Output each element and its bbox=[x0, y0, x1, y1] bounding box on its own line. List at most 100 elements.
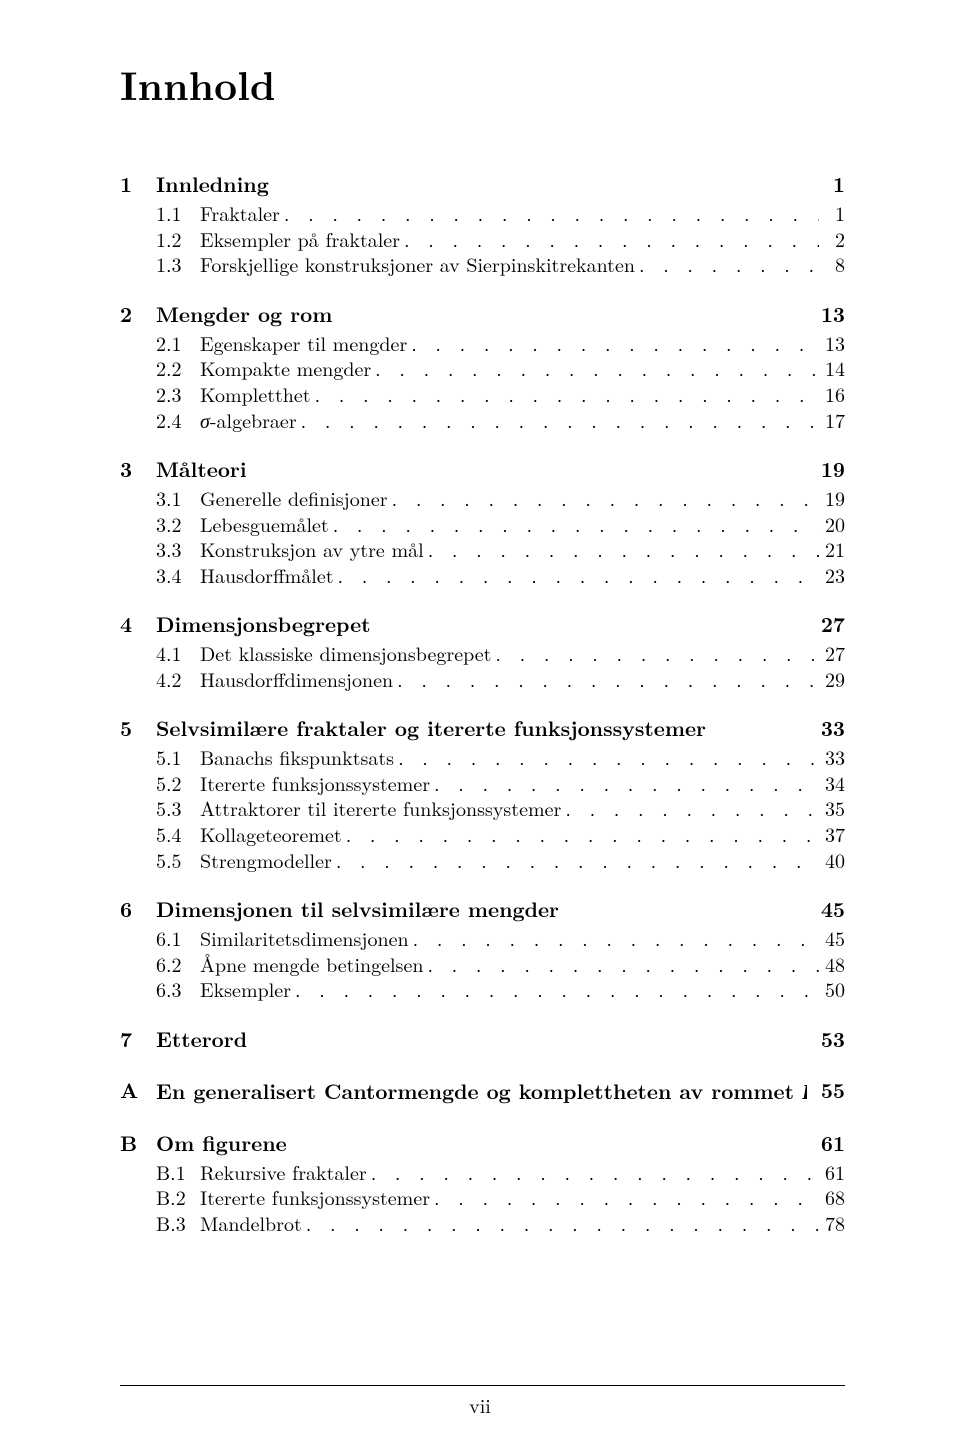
chapter-page: 61 bbox=[807, 1130, 845, 1157]
toc-section: B.2Itererte funksjonssystemer . . . . . … bbox=[120, 1184, 845, 1210]
section-page: 68 bbox=[819, 1184, 845, 1210]
section-number: B.1 bbox=[156, 1159, 200, 1185]
toc-section: 1.3Forskjellige konstruksjoner av Sierpi… bbox=[120, 251, 845, 277]
chapter-title: Mengder og rom bbox=[156, 301, 807, 328]
section-title: Eksempler bbox=[200, 976, 291, 1002]
toc-chapter: 2Mengder og rom13 bbox=[120, 301, 845, 328]
section-number: 5.1 bbox=[156, 744, 200, 770]
section-page: 17 bbox=[819, 407, 845, 433]
section-title: Lebesguemålet bbox=[200, 511, 329, 537]
toc-chapter: 6Dimensjonen til selvsimilære mengder45 bbox=[120, 896, 845, 923]
section-title: Strengmodeller bbox=[200, 847, 332, 873]
toc-section: 5.2Itererte funksjonssystemer . . . . . … bbox=[120, 770, 845, 796]
section-page: 20 bbox=[819, 511, 845, 537]
chapter-page: 45 bbox=[807, 896, 845, 923]
toc-chapter: 3Målteori19 bbox=[120, 456, 845, 483]
section-page: 8 bbox=[819, 251, 845, 277]
toc-section: B.1Rekursive fraktaler . . . . . . . . .… bbox=[120, 1159, 845, 1185]
section-title: Generelle definisjoner bbox=[200, 485, 388, 511]
toc-section: 3.2Lebesguemålet . . . . . . . . . . . .… bbox=[120, 511, 845, 537]
section-number: 2.2 bbox=[156, 355, 200, 381]
section-number: 5.2 bbox=[156, 770, 200, 796]
section-number: 2.4 bbox=[156, 407, 200, 433]
dot-leader: . . . . . . . . . . . . . . . . . . . . … bbox=[430, 1184, 819, 1210]
chapter-title: Etterord bbox=[156, 1026, 807, 1053]
toc-section: 1.2Eksempler på fraktaler . . . . . . . … bbox=[120, 226, 845, 252]
toc-section: 4.2Hausdorffdimensjonen . . . . . . . . … bbox=[120, 666, 845, 692]
dot-leader: . . . . . . . . . . . . . . . . . . . . … bbox=[561, 795, 819, 821]
section-title: Det klassiske dimensjonsbegrepet bbox=[200, 640, 491, 666]
toc-section: 5.5Strengmodeller . . . . . . . . . . . … bbox=[120, 847, 845, 873]
section-title: Eksempler på fraktaler bbox=[200, 226, 400, 252]
section-title: Rekursive fraktaler bbox=[200, 1159, 367, 1185]
section-title: σ-algebraer bbox=[200, 407, 297, 433]
section-page: 45 bbox=[819, 925, 845, 951]
chapter-page: 1 bbox=[807, 171, 845, 198]
section-number: 5.3 bbox=[156, 795, 200, 821]
dot-leader: . . . . . . . . . . . . . . . . . . . . … bbox=[332, 847, 819, 873]
section-number: 6.2 bbox=[156, 951, 200, 977]
chapter-title: Selvsimilære fraktaler og itererte funks… bbox=[156, 715, 807, 742]
section-title: Forskjellige konstruksjoner av Sierpinsk… bbox=[200, 251, 635, 277]
section-page: 29 bbox=[819, 666, 845, 692]
section-page: 78 bbox=[819, 1210, 845, 1236]
section-page: 19 bbox=[819, 485, 845, 511]
section-page: 21 bbox=[819, 536, 845, 562]
section-title: Egenskaper til mengder bbox=[200, 330, 407, 356]
section-number: 1.3 bbox=[156, 251, 200, 277]
toc-page: Innhold 1Innledning11.1Fraktaler . . . .… bbox=[0, 0, 960, 1456]
section-number: 2.1 bbox=[156, 330, 200, 356]
toc-section: 4.1Det klassiske dimensjonsbegrepet . . … bbox=[120, 640, 845, 666]
page-number: vii bbox=[0, 1392, 960, 1418]
section-title: Itererte funksjonssystemer bbox=[200, 1184, 430, 1210]
section-number: 3.4 bbox=[156, 562, 200, 588]
section-title: Kompakte mengder bbox=[200, 355, 371, 381]
chapter-page: 19 bbox=[807, 456, 845, 483]
dot-leader: . . . . . . . . . . . . . . . . . . . . … bbox=[280, 200, 819, 226]
section-number: 4.2 bbox=[156, 666, 200, 692]
chapter-number: 2 bbox=[120, 301, 156, 328]
chapter-title: Målteori bbox=[156, 456, 807, 483]
dot-leader: . . . . . . . . . . . . . . . . . . . . … bbox=[409, 925, 819, 951]
section-title: Konstruksjon av ytre mål bbox=[200, 536, 424, 562]
chapter-title: Dimensjonen til selvsimilære mengder bbox=[156, 896, 807, 923]
chapter-number: 3 bbox=[120, 456, 156, 483]
dot-leader: . . . . . . . . . . . . . . . . . . . . … bbox=[334, 562, 820, 588]
toc-chapter: 1Innledning1 bbox=[120, 171, 845, 198]
dot-leader: . . . . . . . . . . . . . . . . . . . . … bbox=[423, 951, 819, 977]
section-page: 13 bbox=[819, 330, 845, 356]
dot-leader: . . . . . . . . . . . . . . . . . . . . … bbox=[342, 821, 819, 847]
section-number: B.2 bbox=[156, 1184, 200, 1210]
dot-leader: . . . . . . . . . . . . . . . . . . . . … bbox=[311, 381, 819, 407]
section-number: 5.4 bbox=[156, 821, 200, 847]
toc-chapter: 5Selvsimilære fraktaler og itererte funk… bbox=[120, 715, 845, 742]
toc-section: 3.4Hausdorffmålet . . . . . . . . . . . … bbox=[120, 562, 845, 588]
chapter-number: 1 bbox=[120, 171, 156, 198]
chapter-number: B bbox=[120, 1130, 156, 1157]
dot-leader: . . . . . . . . . . . . . . . . . . . . … bbox=[407, 330, 819, 356]
section-page: 1 bbox=[819, 200, 845, 226]
toc-chapter: 7Etterord53 bbox=[120, 1026, 845, 1053]
section-page: 23 bbox=[819, 562, 845, 588]
section-page: 2 bbox=[819, 226, 845, 252]
dot-leader: . . . . . . . . . . . . . . . . . . . . … bbox=[388, 485, 819, 511]
dot-leader: . . . . . . . . . . . . . . . . . . . . … bbox=[400, 226, 819, 252]
section-number: 6.1 bbox=[156, 925, 200, 951]
chapter-number: 4 bbox=[120, 611, 156, 638]
section-title: Similaritetsdimensjonen bbox=[200, 925, 409, 951]
toc-section: B.3Mandelbrot . . . . . . . . . . . . . … bbox=[120, 1210, 845, 1236]
dot-leader: . . . . . . . . . . . . . . . . . . . . … bbox=[302, 1210, 819, 1236]
toc-section: 2.4σ-algebraer . . . . . . . . . . . . .… bbox=[120, 407, 845, 433]
dot-leader: . . . . . . . . . . . . . . . . . . . . … bbox=[329, 511, 819, 537]
toc-section: 6.2Åpne mengde betingelsen . . . . . . .… bbox=[120, 951, 845, 977]
section-number: 3.1 bbox=[156, 485, 200, 511]
dot-leader: . . . . . . . . . . . . . . . . . . . . … bbox=[367, 1159, 819, 1185]
chapter-page: 53 bbox=[807, 1026, 845, 1053]
dot-leader: . . . . . . . . . . . . . . . . . . . . … bbox=[491, 640, 819, 666]
toc-chapter: 4Dimensjonsbegrepet27 bbox=[120, 611, 845, 638]
section-title: Mandelbrot bbox=[200, 1210, 302, 1236]
toc-chapter: BOm figurene61 bbox=[120, 1130, 845, 1157]
chapter-number: 7 bbox=[120, 1026, 156, 1053]
chapter-page: 13 bbox=[807, 301, 845, 328]
section-page: 27 bbox=[819, 640, 845, 666]
